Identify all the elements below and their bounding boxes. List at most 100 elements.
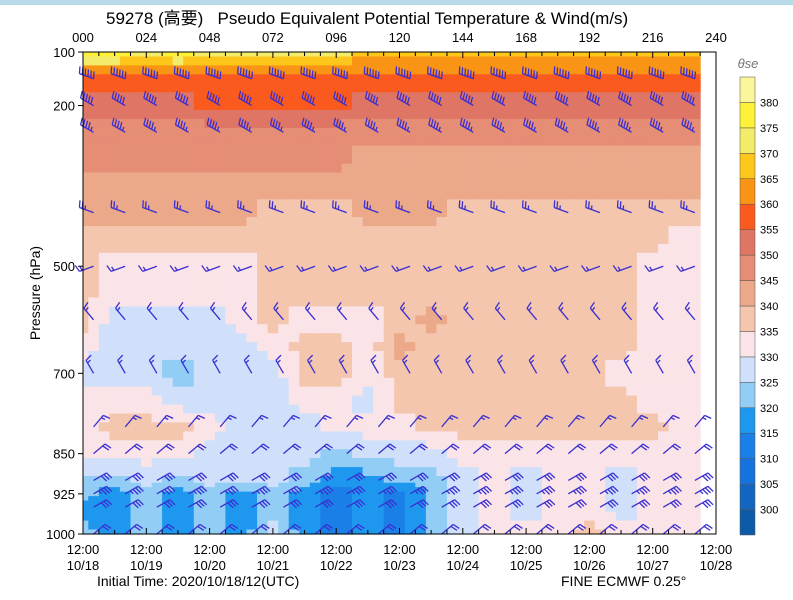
theta-cell [647,243,659,254]
barb-half [259,417,264,421]
theta-cell [109,368,121,379]
theta-cell [478,217,490,227]
barb-half [185,126,188,132]
barb-half [116,306,121,311]
theta-cell [267,491,279,497]
theta-cell [309,127,321,138]
theta-cell [615,145,627,156]
wind-barb [567,485,587,495]
theta-cell [172,324,184,334]
theta-cell [246,52,258,58]
barb-full [359,472,366,479]
theta-cell [679,487,691,493]
theta-cell [83,190,89,200]
barb-full [575,488,582,495]
theta-cell [404,279,416,290]
theta-cell [193,74,205,84]
barb-full [209,301,216,309]
theta-cell [98,491,110,497]
barb-full [504,71,507,79]
theta-cell [267,422,279,432]
theta-cell [320,226,332,236]
theta-cell [88,279,100,290]
theta-cell [246,199,258,209]
wind-barb [585,200,601,214]
theta-cell [341,333,353,343]
barb-full [588,92,592,100]
barb-full [530,69,533,77]
theta-cell [615,500,627,506]
theta-cell [510,288,522,298]
theta-cell [141,226,153,236]
theta-cell [647,252,659,263]
theta-cell [668,163,680,174]
theta-cell [394,190,406,200]
theta-cell [436,270,448,281]
theta-cell [204,496,216,502]
barb-half [375,126,378,132]
theta-cell [278,172,290,182]
theta-cell [489,505,501,513]
barb-full [293,500,300,507]
barb-full [459,117,463,125]
barb-half [164,417,169,421]
theta-cell [425,101,438,111]
wind-barb [653,301,664,321]
theta-cell [83,217,89,227]
barb-full [388,473,395,480]
theta-cell [88,199,100,209]
bottom-tick-time: 12:00 [573,542,606,557]
theta-cell [288,56,300,66]
theta-cell [183,110,195,120]
theta-cell [563,487,575,493]
theta-cell [236,154,248,165]
theta-cell [204,261,216,272]
barb-half [528,306,532,311]
theta-cell [415,243,427,254]
theta-cell [668,505,680,513]
theta-cell [204,65,216,75]
theta-cell [626,359,638,370]
theta-cell [352,270,364,281]
theta-cell [288,431,300,441]
theta-cell [83,226,89,236]
theta-cell [679,208,691,218]
theta-cell [330,351,343,361]
theta-cell [541,342,554,352]
theta-cell [436,181,448,191]
theta-cell [468,252,480,263]
theta-cell [447,482,459,488]
theta-cell [278,351,290,361]
barb-full [385,475,392,482]
theta-cell [119,422,132,432]
bottom-tick-date: 10/24 [447,558,480,573]
theta-cell [204,377,216,388]
theta-cell [573,172,585,182]
theta-cell [278,52,290,58]
theta-cell [468,413,480,423]
theta-cell [83,359,89,370]
theta-cell [362,351,374,361]
theta-cell [478,324,490,334]
theta-cell [447,199,459,209]
theta-cell [151,101,163,111]
theta-cell [309,467,321,477]
theta-cell [668,482,680,488]
theta-cell [299,190,311,200]
barb-full [649,90,653,99]
theta-cell [288,496,300,502]
theta-cell [98,297,110,307]
theta-cell [415,83,427,93]
theta-cell [478,491,490,497]
barb-half [617,266,621,271]
theta-cell [404,351,416,361]
theta-cell [362,440,374,450]
barb-full [231,523,239,529]
barb-full [146,301,152,309]
theta-cell [573,351,585,361]
theta-cell [162,208,174,218]
theta-cell [141,315,153,325]
theta-cell [341,74,353,84]
barb-full [493,92,498,100]
theta-cell [468,395,480,406]
